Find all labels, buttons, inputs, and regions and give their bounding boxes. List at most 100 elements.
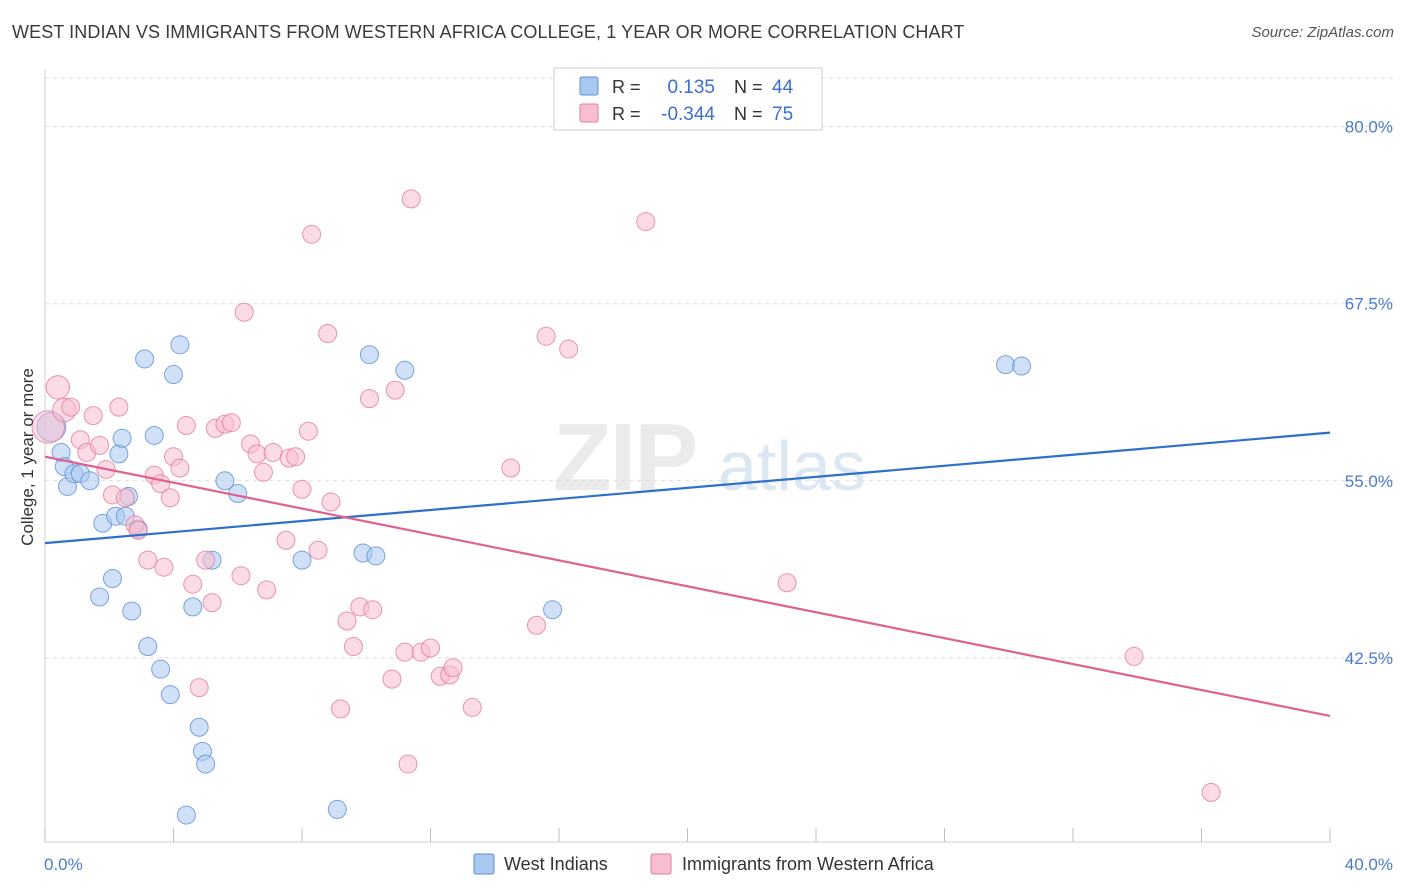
point-immigrants-western-africa — [263, 442, 283, 462]
point-west-indians — [151, 659, 171, 679]
legend-n-label-pink: N = — [734, 104, 763, 124]
point-immigrants-western-africa — [189, 678, 209, 698]
legend-swatch-pink — [579, 103, 599, 123]
point-west-indians — [215, 471, 235, 491]
point-immigrants-western-africa — [559, 339, 579, 359]
y-tick-label: 55.0% — [1345, 472, 1393, 491]
point-immigrants-western-africa — [777, 573, 797, 593]
bottom-legend-swatch-blue — [473, 853, 495, 875]
point-immigrants-western-africa — [462, 697, 482, 717]
point-immigrants-western-africa — [170, 458, 190, 478]
series-immigrants-western-africa — [31, 189, 1221, 802]
point-west-indians — [359, 345, 379, 365]
point-west-indians — [160, 685, 180, 705]
point-immigrants-western-africa — [276, 530, 296, 550]
point-immigrants-western-africa — [385, 380, 405, 400]
point-west-indians — [112, 428, 132, 448]
point-immigrants-western-africa — [536, 326, 556, 346]
watermark-atlas: atlas — [718, 427, 866, 505]
legend-n-label-blue: N = — [734, 77, 763, 97]
legend-n-value-pink: 75 — [772, 104, 793, 125]
point-immigrants-western-africa — [401, 189, 421, 209]
point-immigrants-western-africa — [138, 550, 158, 570]
point-immigrants-western-africa — [527, 615, 547, 635]
point-immigrants-western-africa — [176, 416, 196, 436]
trend-lines — [44, 431, 1331, 718]
point-immigrants-western-africa — [221, 413, 241, 433]
point-immigrants-western-africa — [302, 224, 322, 244]
point-immigrants-western-africa — [1124, 646, 1144, 666]
point-west-indians — [138, 637, 158, 657]
point-immigrants-western-africa — [247, 444, 267, 464]
point-immigrants-western-africa — [257, 580, 277, 600]
point-immigrants-western-africa — [359, 389, 379, 409]
legend-r-label-blue: R = — [612, 77, 641, 97]
point-west-indians — [292, 550, 312, 570]
point-immigrants-western-africa — [421, 638, 440, 658]
point-immigrants-western-africa — [308, 540, 328, 560]
legend-n-value-blue: 44 — [772, 77, 794, 98]
point-immigrants-western-africa — [61, 397, 81, 417]
y-tick-label: 42.5% — [1345, 649, 1393, 668]
point-immigrants-western-africa — [318, 323, 338, 343]
point-west-indians — [122, 601, 142, 621]
bottom-legend-label-blue: West Indians — [504, 854, 608, 874]
point-immigrants-western-africa — [298, 421, 318, 441]
x-tick-label-max: 40.0% — [1345, 855, 1393, 874]
point-west-indians — [170, 335, 190, 355]
y-tick-labels: 42.5% 55.0% 67.5% 80.0% — [1345, 118, 1393, 668]
point-immigrants-western-africa — [45, 375, 71, 400]
point-immigrants-western-africa — [83, 406, 103, 426]
point-west-indians — [183, 597, 203, 617]
point-west-indians — [196, 754, 216, 774]
source-credit: Source: ZipAtlas.com — [1251, 24, 1394, 41]
point-immigrants-western-africa — [109, 397, 129, 417]
series-legend: West Indians Immigrants from Western Afr… — [473, 853, 935, 875]
point-immigrants-western-africa — [202, 593, 222, 613]
legend-box — [553, 67, 823, 131]
point-immigrants-western-africa — [234, 302, 254, 322]
legend-swatch-blue — [579, 76, 599, 96]
trend-line-west-indians — [44, 431, 1331, 545]
point-immigrants-western-africa — [398, 754, 418, 774]
correlation-legend: R = 0.135 N = 44 R = -0.344 N = 75 — [553, 67, 823, 131]
point-immigrants-western-africa — [636, 212, 656, 232]
bottom-legend-label-pink: Immigrants from Western Africa — [682, 854, 935, 874]
y-tick-label: 67.5% — [1345, 295, 1393, 314]
point-immigrants-western-africa — [160, 488, 180, 508]
point-west-indians — [80, 471, 100, 491]
point-immigrants-western-africa — [395, 642, 415, 662]
point-immigrants-western-africa — [154, 557, 174, 577]
point-west-indians — [109, 444, 129, 464]
point-immigrants-western-africa — [337, 611, 357, 631]
point-west-indians — [90, 587, 110, 607]
point-west-indians — [1012, 356, 1032, 376]
point-west-indians — [189, 717, 209, 737]
legend-r-value-blue: 0.135 — [667, 77, 715, 98]
point-west-indians — [164, 365, 183, 385]
point-immigrants-western-africa — [115, 488, 135, 508]
point-west-indians — [543, 600, 563, 620]
point-immigrants-western-africa — [90, 435, 110, 455]
point-immigrants-western-africa — [196, 550, 216, 570]
point-west-indians — [366, 546, 386, 566]
point-immigrants-western-africa — [363, 600, 383, 620]
point-immigrants-western-africa — [321, 492, 341, 512]
point-immigrants-western-africa — [253, 462, 273, 482]
point-west-indians — [176, 805, 196, 825]
chart-title: WEST INDIAN VS IMMIGRANTS FROM WESTERN A… — [12, 22, 965, 42]
point-immigrants-western-africa — [183, 574, 203, 594]
x-tick-label-min: 0.0% — [44, 855, 83, 874]
point-immigrants-western-africa — [501, 458, 521, 478]
point-immigrants-western-africa — [343, 637, 363, 657]
y-tick-label: 80.0% — [1345, 118, 1393, 137]
point-immigrants-western-africa — [1201, 782, 1221, 802]
point-west-indians — [996, 355, 1016, 375]
trend-line-immigrants-western-africa — [44, 455, 1331, 718]
point-immigrants-western-africa — [231, 566, 251, 586]
point-west-indians — [144, 425, 164, 445]
point-west-indians — [327, 799, 347, 819]
point-west-indians — [135, 349, 155, 369]
legend-r-value-pink: -0.344 — [661, 104, 715, 125]
